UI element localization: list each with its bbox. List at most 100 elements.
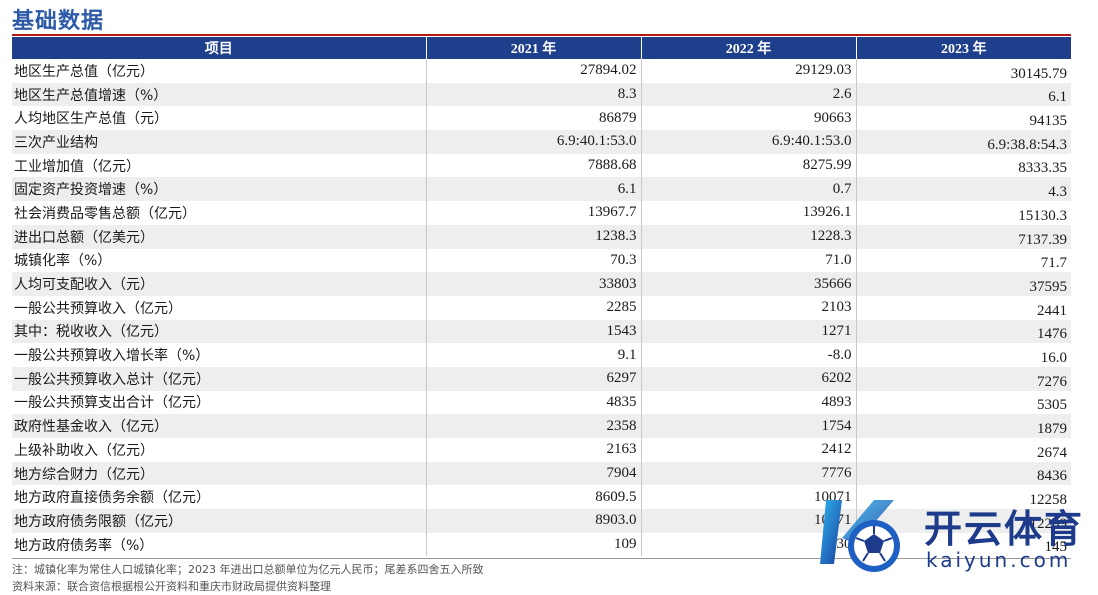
- row-label: 政府性基金收入（亿元）: [12, 414, 427, 438]
- table-row: 社会消费品零售总额（亿元） 13967.7 13926.1 15130.3: [12, 201, 1071, 225]
- value-cell-2: 29129.03: [641, 59, 857, 83]
- value-cell-1: 27894.02: [426, 59, 642, 83]
- value-cell-1: 8.3: [426, 82, 642, 107]
- value-cell-2: 10071: [641, 485, 857, 510]
- row-label: 上级补助收入（亿元）: [12, 438, 427, 462]
- value-cell-1: 13967.7: [426, 201, 642, 225]
- row-label: 工业增加值（亿元）: [12, 153, 427, 178]
- row-label: 其中：税收收入（亿元）: [12, 319, 427, 344]
- basic-data-table: 项目 2021 年 2022 年 2023 年 地区生产总值（亿元） 27894.…: [12, 37, 1071, 557]
- value-cell-3: 71.7: [1040, 255, 1067, 272]
- row-label: 地方政府直接债务余额（亿元）: [12, 485, 427, 510]
- row-label: 人均可支配收入（元）: [12, 272, 427, 296]
- value-cell-3: 8333.35: [1018, 160, 1067, 177]
- table-row: 地方政府债务率（%） 109 130 145: [12, 532, 1071, 557]
- table-row: 进出口总额（亿美元） 1238.3 1228.3 7137.39: [12, 224, 1071, 249]
- table-body: 地区生产总值（亿元） 27894.02 29129.03 30145.79 地区生产总值…: [12, 59, 1071, 557]
- table-header-row: 项目 2021 年 2022 年 2023 年: [12, 37, 1071, 59]
- data-source-note: 资料来源：联合资信根据根公开资料和重庆市财政局提供资料整理: [12, 580, 331, 593]
- value-cell-1: 70.3: [426, 248, 642, 273]
- watermark-en-text: kaiyun.com: [926, 548, 1072, 572]
- value-cell-2: 35666: [641, 272, 857, 296]
- row-label: 一般公共预算支出合计（亿元）: [12, 390, 427, 415]
- value-cell-2: 1228.3: [641, 224, 857, 249]
- value-cell-2: 10271: [641, 509, 857, 533]
- table-row: 地区生产总值增速（%） 8.3 2.6 6.1: [12, 82, 1071, 107]
- value-cell-2: 90663: [641, 106, 857, 131]
- table-row: 工业增加值（亿元） 7888.68 8275.99 8333.35: [12, 153, 1071, 178]
- table-row: 一般公共预算收入（亿元） 2285 2103 2441: [12, 295, 1071, 320]
- kaiyun-soccer-logo-icon: [820, 500, 900, 572]
- table-row: 人均可支配收入（元） 33803 35666 37595: [12, 272, 1071, 296]
- header-2023: 2023 年: [856, 37, 1071, 59]
- row-label: 地方政府债务率（%）: [12, 532, 427, 557]
- header-2022: 2022 年: [641, 37, 857, 59]
- table-row: 其中：税收收入（亿元） 1543 1271 1476: [12, 319, 1071, 344]
- header-item: 项目: [12, 37, 427, 59]
- value-cell-1: 7904: [426, 461, 642, 486]
- row-label: 地区生产总值增速（%）: [12, 82, 427, 107]
- value-cell-2: 6.9:40.1:53.0: [641, 130, 857, 154]
- value-cell-3: 15130.3: [1018, 207, 1067, 224]
- table-row: 一般公共预算收入增长率（%） 9.1 -8.0 16.0: [12, 343, 1071, 367]
- value-cell-1: 1543: [426, 319, 642, 344]
- table-row: 地方政府债务限额（亿元）8903.01027112289: [12, 509, 1071, 533]
- row-label: 地方政府债务限额（亿元）: [12, 509, 427, 533]
- table-row: 地区生产总值（亿元） 27894.02 29129.03 30145.79: [12, 59, 1071, 83]
- value-cell-1: 1238.3: [426, 224, 642, 249]
- value-cell-2: -8.0: [641, 343, 857, 367]
- value-cell-2: 1271: [641, 319, 857, 344]
- value-cell-1: 6297: [426, 366, 642, 391]
- table-footnote: 注：城镇化率为常住人口城镇化率；2023 年进出口总额单位为亿元人民币；尾差系四…: [12, 563, 484, 576]
- table-row: 上级补助收入（亿元） 2163 2412 2674: [12, 438, 1071, 462]
- value-cell-3: 1879: [856, 414, 1071, 438]
- value-cell-1: 109: [426, 532, 642, 557]
- watermark-cn-text: 开云体育: [924, 507, 1085, 551]
- value-cell-1: 2163: [426, 438, 642, 462]
- row-label: 城镇化率（%）: [12, 248, 427, 273]
- value-cell-1: 86879: [426, 106, 642, 131]
- table-row: 一般公共预算支出合计（亿元） 4835 4893 5305: [12, 390, 1071, 415]
- value-cell-3: 1476: [856, 319, 1071, 344]
- value-cell-1: 8609.5: [426, 485, 642, 510]
- value-cell-2: 7776: [641, 461, 857, 486]
- table-row: 地方综合财力（亿元） 7904 7776 8436: [12, 461, 1071, 486]
- value-cell-2: 6202: [641, 366, 857, 391]
- value-cell-2: 8275.99: [641, 153, 857, 178]
- title-rule: [12, 34, 1071, 36]
- header-2021: 2021 年: [426, 37, 642, 59]
- value-cell-1: 4835: [426, 390, 642, 415]
- row-label: 地区生产总值（亿元）: [12, 59, 427, 83]
- watermark: 开云体育 kaiyun.com: [812, 494, 1092, 579]
- table-row: 一般公共预算收入总计（亿元） 6297 6202 7276: [12, 366, 1071, 391]
- row-label: 一般公共预算收入增长率（%）: [12, 343, 427, 367]
- value-cell-3: 94135: [1029, 113, 1068, 130]
- value-cell-1: 9.1: [426, 343, 642, 367]
- value-cell-2: 71.0: [641, 248, 857, 273]
- table-row: 三次产业结构 6.9:40.1:53.0 6.9:40.1:53.0 6.9:38.8…: [12, 130, 1071, 154]
- value-cell-1: 7888.68: [426, 153, 642, 178]
- value-cell-3: 7137.39: [856, 224, 1071, 249]
- value-cell-2: 2103: [641, 295, 857, 320]
- value-cell-2: 0.7: [641, 177, 857, 202]
- value-cell-1: 2358: [426, 414, 642, 438]
- value-cell-3: 12258: [1029, 492, 1068, 509]
- value-cell-1: 8903.0: [426, 509, 642, 533]
- row-label: 人均地区生产总值（元）: [12, 106, 427, 131]
- value-cell-3: 145: [1044, 539, 1068, 556]
- value-cell-1: 6.1: [426, 177, 642, 202]
- table-row: 政府性基金收入（亿元） 2358 1754 1879: [12, 414, 1071, 438]
- table-row: 人均地区生产总值（元） 86879 90663 94135: [12, 106, 1071, 131]
- row-label: 地方综合财力（亿元）: [12, 461, 427, 486]
- row-label: 进出口总额（亿美元）: [12, 224, 427, 249]
- value-cell-3: 37595: [856, 272, 1071, 296]
- value-cell-1: 2285: [426, 295, 642, 320]
- value-cell-3: 2674: [1037, 444, 1067, 461]
- value-cell-1: 6.9:40.1:53.0: [426, 130, 642, 154]
- value-cell-2: 13926.1: [641, 201, 857, 225]
- row-label: 三次产业结构: [12, 130, 427, 154]
- value-cell-3: 8436: [856, 461, 1071, 486]
- table-row: 城镇化率（%） 70.3 71.0 71.7: [12, 248, 1071, 273]
- value-cell-3: 6.1: [856, 82, 1071, 107]
- value-cell-3: 30145.79: [1010, 65, 1067, 82]
